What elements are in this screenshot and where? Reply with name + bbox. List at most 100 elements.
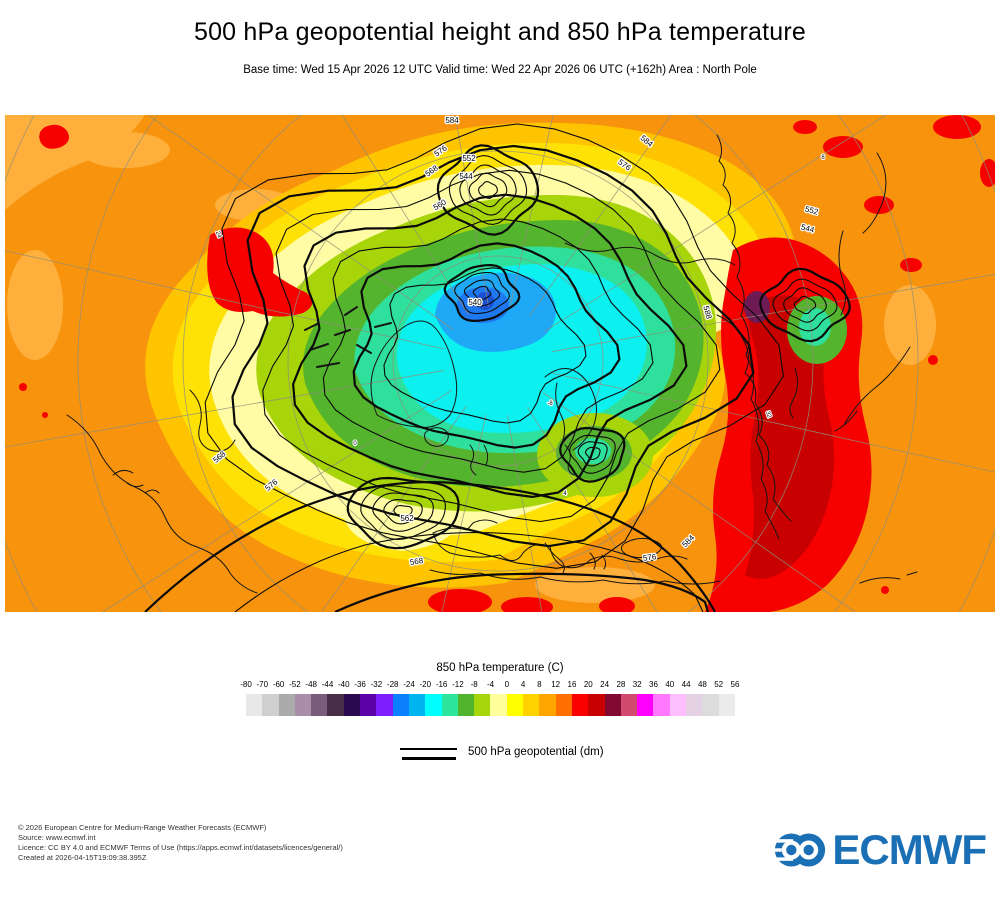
coast-siberia [564, 242, 736, 266]
colorbar [246, 694, 735, 716]
colorbar-cell [360, 694, 377, 716]
coast-east-asia [716, 134, 780, 540]
colorbar-cell [392, 694, 409, 716]
ecmwf-logo-text: ECMWF [832, 826, 987, 873]
colorbar-cell [343, 694, 361, 716]
minor-label: 8 [821, 155, 825, 161]
created-line: Created at 2026-04-15T19:09:38.395Z [18, 853, 147, 862]
colorbar-tick: -20 [419, 680, 432, 689]
coast-hudson-bay [189, 389, 236, 452]
colorbar-tick: -52 [289, 680, 301, 689]
licence-line: Licence: CC BY 4.0 and ECMWF Terms of Us… [18, 843, 343, 852]
colorbar-cell [246, 694, 263, 716]
colorbar-cell [457, 694, 475, 716]
colorbar-tick: 28 [616, 680, 626, 689]
colorbar-cell [425, 694, 442, 716]
coast-great-lakes [112, 469, 160, 494]
contour-label: 584 [445, 116, 459, 125]
colorbar-tick: 52 [714, 680, 724, 689]
colorbar-tick: -28 [386, 680, 399, 689]
colorbar-tick: -12 [452, 680, 464, 689]
colorbar-tick: -4 [486, 680, 495, 689]
source-line: Source: www.ecmwf.int [18, 833, 96, 842]
page-title: 500 hPa geopotential height and 850 hPa … [193, 18, 807, 46]
coast-japan [834, 346, 911, 432]
colorbar-tick: 40 [665, 680, 675, 689]
colorbar-cell [408, 694, 426, 716]
forecast-map-svg: 584 576 568 560 552 544 540 576 584 552 … [5, 115, 995, 612]
colorbar-tick: 36 [649, 680, 658, 689]
coast-europe-med [432, 519, 688, 569]
minor-label: 32 [764, 410, 772, 419]
colorbar-tick: -32 [370, 680, 383, 689]
minor-label: -8 [547, 401, 553, 407]
colorbar-tick: 16 [567, 680, 577, 689]
colorbar-tick: -36 [354, 680, 366, 689]
coast-namerica-east [66, 414, 258, 594]
contour-label: 544 [459, 172, 473, 181]
colorbar-cell [294, 694, 312, 716]
colorbar-tick: 12 [551, 680, 561, 689]
contour-line-sample [400, 748, 457, 762]
minor-label: 0 [353, 441, 357, 447]
coast-uk [469, 444, 489, 476]
colorbar-cell [490, 694, 507, 716]
colorbar-cell [718, 694, 735, 716]
colorbar-tick: 44 [681, 680, 691, 689]
ecmwf-logo-icon [774, 833, 826, 867]
colorbar-tick: -8 [470, 680, 478, 689]
colorbar-tick: 8 [537, 680, 542, 689]
contour-label: 552 [462, 154, 476, 163]
colorbar-cell [686, 694, 703, 716]
footer-attribution: © 2026 European Centre for Medium-Range … [18, 823, 343, 863]
colorbar-cell [702, 694, 719, 716]
colorbar-cell [571, 694, 589, 716]
colorbar-cell [441, 694, 458, 716]
colorbar-tick: -80 [240, 680, 252, 689]
thin-contour-line [400, 748, 457, 750]
coast-korea [789, 367, 799, 419]
colorbar-cell [474, 694, 491, 716]
colorbar-tick: 32 [632, 680, 642, 689]
copyright-line: © 2026 European Centre for Medium-Range … [18, 823, 267, 832]
contour-label: 576 [642, 552, 657, 563]
colorbar-cell [278, 694, 295, 716]
colorbar-tick: 48 [697, 680, 707, 689]
colorbar-tick: -16 [435, 680, 448, 689]
colorbar-title: 850 hPa temperature (C) [436, 662, 564, 674]
colorbar-tick: 24 [600, 680, 610, 689]
coast-aleutians [859, 571, 918, 584]
colorbar-cell [539, 694, 556, 716]
colorbar-cell [523, 694, 540, 716]
colorbar-cell [653, 694, 670, 716]
colorbar-cell [604, 694, 621, 716]
forecast-map: 584 576 568 560 552 544 540 576 584 552 … [5, 115, 995, 612]
colorbar-tick: -44 [321, 680, 334, 689]
colorbar-cell [637, 694, 654, 716]
colorbar-tick: -60 [272, 680, 285, 689]
page-subtitle: Base time: Wed 15 Apr 2026 12 UTC Valid … [243, 64, 757, 76]
minor-label: 24 [214, 230, 222, 239]
colorbar-cell [588, 694, 605, 716]
ecmwf-logo: ECMWF [774, 826, 987, 874]
colorbar-tick: 4 [520, 680, 526, 689]
colorbar-cell [376, 694, 393, 716]
colorbar-cell [262, 694, 279, 716]
coast-sakhalin [838, 230, 847, 316]
colorbar-tick: -24 [403, 680, 415, 689]
bold-contour-line [402, 757, 456, 760]
colorbar-cell [311, 694, 328, 716]
coast-china [716, 314, 792, 522]
coast-africa [429, 569, 721, 585]
colorbar-tick: -40 [338, 680, 350, 689]
contour-label: 540 [468, 298, 482, 307]
colorbar-cell [506, 694, 524, 716]
coast-iceland [424, 427, 449, 447]
colorbar-tick: -48 [305, 680, 317, 689]
geopotential-contours [144, 123, 851, 612]
colorbar-tick: -70 [256, 680, 269, 689]
colorbar-cell [555, 694, 572, 716]
minor-label: 4 [563, 491, 567, 497]
colorbar-tick: 20 [583, 680, 593, 689]
